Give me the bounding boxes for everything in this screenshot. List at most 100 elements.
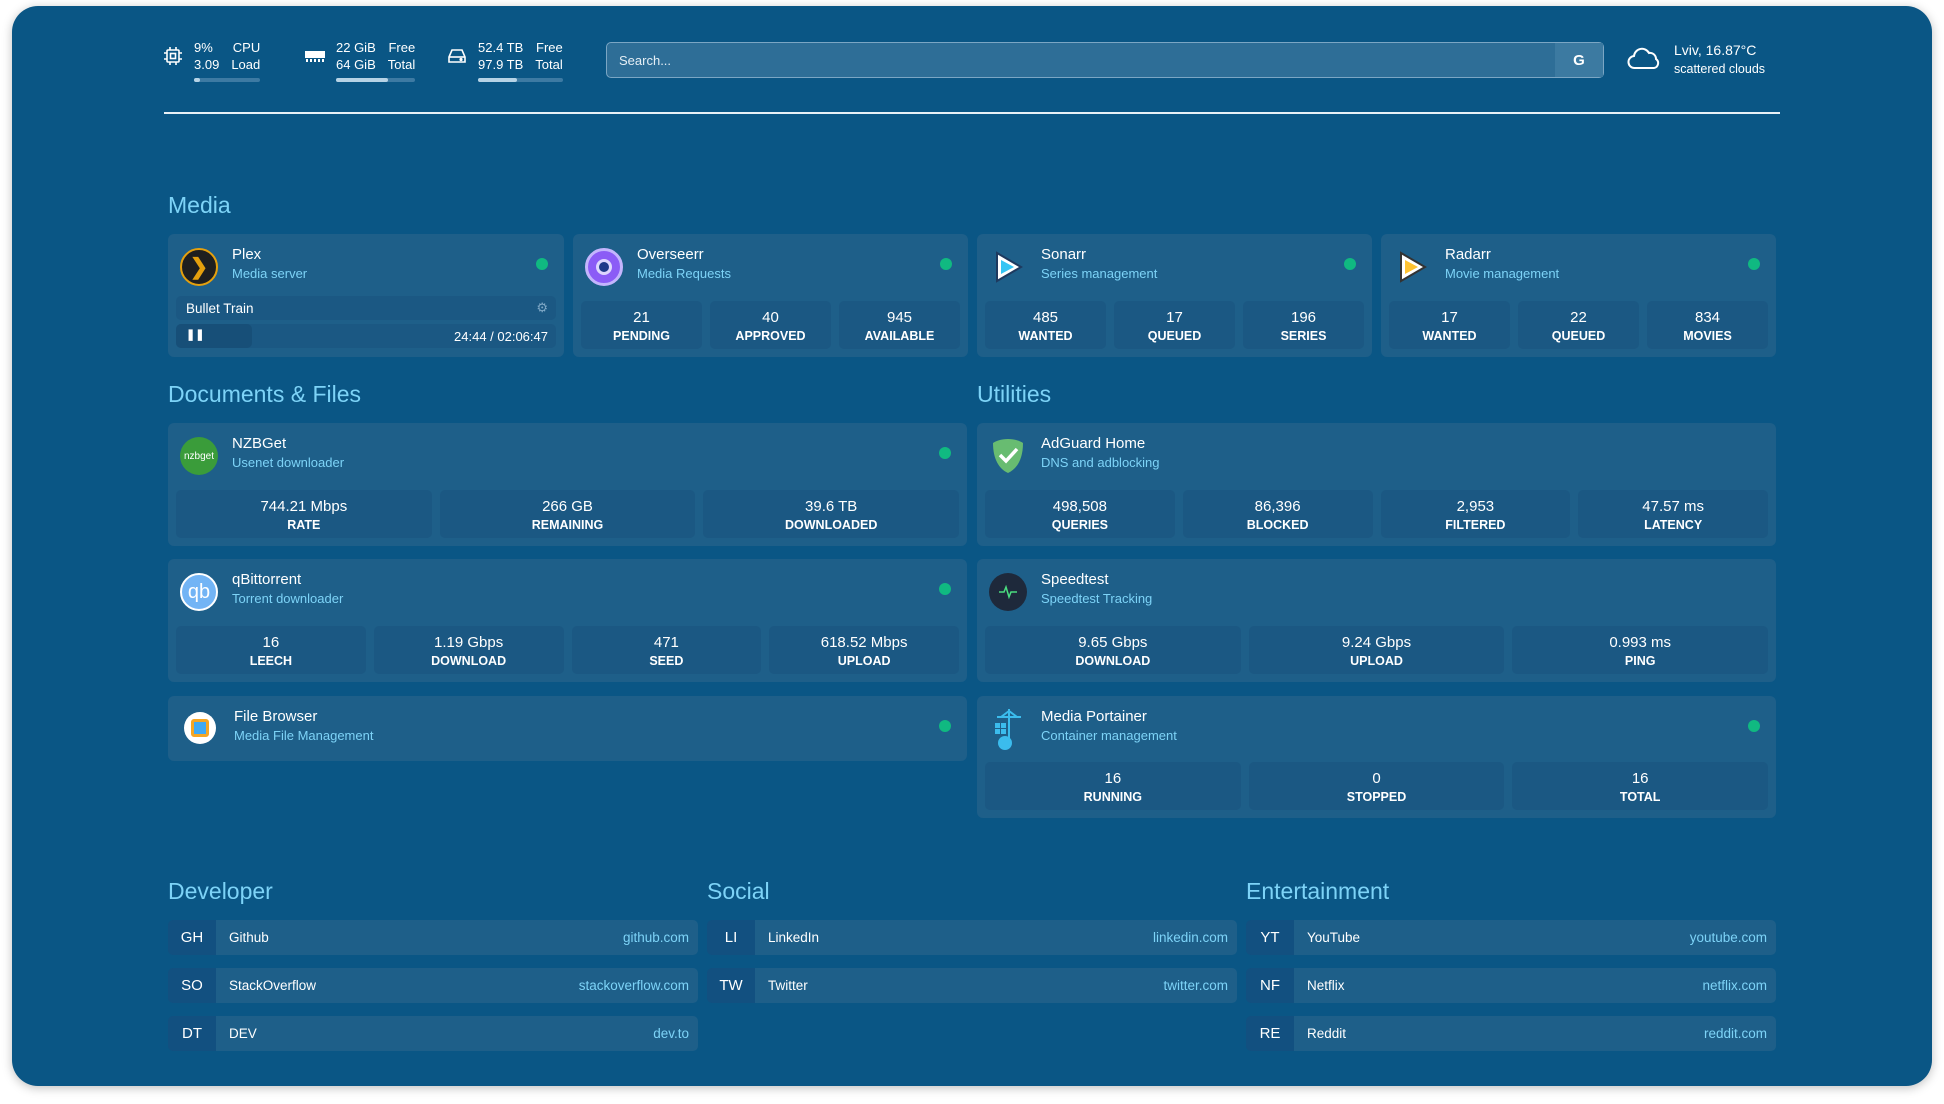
stat-label: BLOCKED: [1246, 518, 1309, 532]
stream-info-icon[interactable]: ⚙: [536, 300, 548, 315]
stat-ping: 0.993 ms PING: [1512, 626, 1769, 674]
cpu-usage: 9%: [194, 40, 213, 55]
stat-series: 196 SERIES: [1243, 301, 1364, 349]
stat-label: DOWNLOAD: [1075, 654, 1151, 668]
section-title-social: Social: [707, 878, 770, 904]
bookmark-name: YouTube: [1307, 930, 1361, 945]
stat-label: QUEUED: [1551, 329, 1606, 343]
service-card-adguard[interactable]: AdGuard Home DNS and adblocking 498,508 QUE…: [977, 423, 1776, 546]
bookmark-abbreviation: NF: [1246, 968, 1294, 1003]
stat-label: MOVIES: [1683, 329, 1732, 343]
service-description: Media Requests: [637, 266, 731, 281]
stat-value: 21: [633, 309, 650, 326]
stat-value: 834: [1694, 309, 1721, 326]
status-online-indicator: [1748, 720, 1760, 732]
service-card-filebrowser[interactable]: File Browser Media File Management: [168, 696, 967, 761]
memory-widget: 22 GiB Free 64 GiB Total: [304, 40, 416, 82]
search-provider-button[interactable]: G: [1555, 43, 1603, 77]
memory-free: 22 GiB: [336, 40, 376, 55]
cpu-icon: [162, 45, 184, 67]
bookmark-url: youtube.com: [1689, 930, 1767, 945]
disk-widget: 52.4 TB Free 97.9 TB Total: [446, 40, 563, 82]
stat-label: PENDING: [613, 329, 670, 343]
bookmark-url: twitter.com: [1163, 978, 1228, 993]
search-input[interactable]: [607, 52, 1555, 68]
status-online-indicator: [536, 258, 548, 270]
stat-seed: 471 SEED: [571, 626, 762, 674]
service-card-overseerr[interactable]: Overseerr Media Requests 21 PENDING 40 APPROV…: [573, 234, 968, 357]
service-description: Container management: [1041, 728, 1177, 743]
plex-logo-icon: ❯: [180, 248, 218, 286]
pause-icon[interactable]: ❚❚: [186, 329, 205, 341]
bookmark-abbreviation: GH: [168, 920, 216, 955]
bookmark-reddit[interactable]: RE Reddit reddit.com: [1246, 1016, 1776, 1051]
stat-running: 16 RUNNING: [985, 762, 1241, 810]
stat-label: REMAINING: [531, 518, 604, 532]
stat-value: 266 GB: [542, 498, 593, 515]
stat-approved: 40 APPROVED: [710, 301, 831, 349]
portainer-logo-icon: [989, 709, 1027, 750]
stat-label: RUNNING: [1083, 790, 1142, 804]
bookmark-url: linkedin.com: [1152, 930, 1228, 945]
service-card-nzbget[interactable]: nzbget NZBGet Usenet downloader 744.21 Mbps…: [168, 423, 967, 546]
stat-value: 16: [262, 634, 280, 651]
bookmark-url: netflix.com: [1702, 978, 1767, 993]
status-online-indicator: [939, 583, 951, 595]
memory-total: 64 GiB: [336, 57, 376, 72]
stats-row: 498,508 QUERIES 86,396 BLOCKED 2,953 FILTERED…: [985, 490, 1768, 538]
stat-latency: 47.57 ms LATENCY: [1578, 490, 1768, 538]
load-label: Load: [231, 57, 261, 72]
status-online-indicator: [939, 720, 951, 732]
now-playing: Bullet Train ⚙: [176, 296, 556, 320]
bookmark-netflix[interactable]: NF Netflix netflix.com: [1246, 968, 1776, 1003]
stat-download: 9.65 Gbps DOWNLOAD: [985, 626, 1241, 674]
service-card-portainer[interactable]: Media Portainer Container management 16 RUN…: [977, 696, 1776, 818]
header-divider: [164, 112, 1780, 114]
bookmark-linkedin[interactable]: LI LinkedIn linkedin.com: [707, 920, 1237, 955]
bookmark-github[interactable]: GH Github github.com: [168, 920, 698, 955]
status-online-indicator: [940, 258, 952, 270]
stat-value: 2,953: [1456, 498, 1495, 515]
stats-row: 485 WANTED 17 QUEUED 196 SERIES: [985, 301, 1364, 349]
stat-value: 17: [1441, 309, 1458, 326]
bookmark-url: dev.to: [653, 1026, 689, 1041]
nzbget-logo-icon: nzbget: [180, 437, 218, 475]
bookmark-name: DEV: [229, 1026, 257, 1041]
service-card-speedtest[interactable]: Speedtest Speedtest Tracking 9.65 Gbps DOWN…: [977, 559, 1776, 682]
bookmark-youtube[interactable]: YT YouTube youtube.com: [1246, 920, 1776, 955]
bookmark-abbreviation: RE: [1246, 1016, 1294, 1051]
stat-label: SEED: [649, 654, 684, 668]
stat-label: QUEUED: [1147, 329, 1202, 343]
stat-value: 86,396: [1254, 498, 1301, 515]
stat-label: AVAILABLE: [864, 329, 935, 343]
service-card-sonarr[interactable]: Sonarr Series management 485 WANTED 17 QUEUED…: [977, 234, 1372, 357]
service-name: Radarr: [1445, 246, 1491, 263]
service-description: Media File Management: [234, 728, 374, 743]
service-description: Media server: [232, 266, 308, 281]
bookmark-stackoverflow[interactable]: SO StackOverflow stackoverflow.com: [168, 968, 698, 1003]
disk-total: 97.9 TB: [478, 57, 524, 72]
stat-movies: 834 MOVIES: [1647, 301, 1768, 349]
stat-upload: 618.52 Mbps UPLOAD: [769, 626, 959, 674]
stat-label: RATE: [287, 518, 321, 532]
stat-stopped: 0 STOPPED: [1248, 762, 1505, 810]
bookmark-dev[interactable]: DT DEV dev.to: [168, 1016, 698, 1051]
bookmark-name: LinkedIn: [768, 930, 820, 945]
stat-value: 744.21 Mbps: [260, 498, 348, 515]
playback-time: 24:44 / 02:06:47: [454, 329, 548, 344]
stat-value: 485: [1032, 309, 1059, 326]
service-card-plex[interactable]: ❯ Plex Media server Bullet Train ⚙ ❚❚ 24:…: [168, 234, 564, 357]
playback-bar: ❚❚ 24:44 / 02:06:47: [176, 324, 556, 348]
bookmark-twitter[interactable]: TW Twitter twitter.com: [707, 968, 1237, 1003]
stat-download: 1.19 Gbps DOWNLOAD: [373, 626, 564, 674]
cpu-label: CPU: [232, 40, 261, 55]
stat-label: TOTAL: [1619, 790, 1661, 804]
service-card-qbittorrent[interactable]: qb qBittorrent Torrent downloader 16 LEECH 1.…: [168, 559, 967, 682]
stat-label: PING: [1624, 654, 1656, 668]
service-name: Sonarr: [1041, 246, 1087, 263]
qbittorrent-logo-icon: qb: [180, 573, 218, 611]
service-card-radarr[interactable]: Radarr Movie management 17 WANTED 22 QUEUED 83…: [1381, 234, 1776, 357]
dashboard-window: [12, 6, 1932, 1086]
stat-value: 9.65 Gbps: [1078, 634, 1148, 651]
bookmark-abbreviation: SO: [168, 968, 216, 1003]
